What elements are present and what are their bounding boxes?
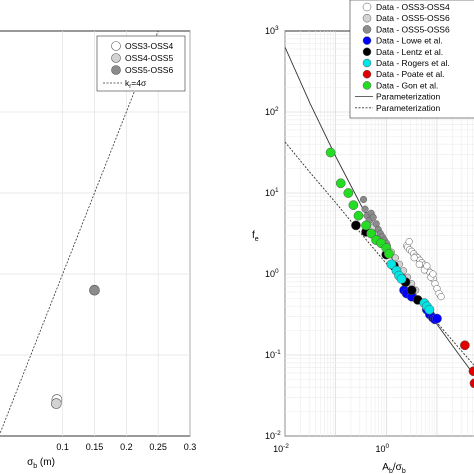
right-legend-marker-data-lowe-et-al (362, 36, 372, 45)
right-point-data-gon-et-al (325, 147, 336, 158)
right-legend-marker-data-rogers-et-al (362, 58, 372, 68)
right-point-data-rogers-et-al (396, 274, 407, 284)
right-point-data-oss3-oss4 (415, 260, 423, 268)
right-y-axis-label: fe (252, 230, 259, 243)
right-point-data-gon-et-al (353, 210, 364, 221)
right-panel: 10-2 10-1 100 101 102 103 10-2 100 fe Ab/σb Da… (252, 0, 474, 474)
right-point-data-oss5-oss6 (391, 254, 400, 262)
right-point-data-rogers-et-al (424, 304, 435, 315)
right-legend-label-data-lowe-et-al: Data - Lowe et al. (376, 36, 443, 46)
right-y-tick-labels: 10-2 10-1 100 101 102 103 (265, 25, 281, 441)
left-legend-marker-oss3-oss4 (111, 41, 121, 51)
left-x-tick-label: 0.2 (120, 442, 133, 452)
right-legend-marker-data-oss3-oss4 (362, 2, 372, 12)
right-legend-label-data-oss3-oss4: Data - OSS3-OSS4 (376, 2, 450, 12)
right-point-data-gon-et-al (361, 220, 371, 231)
left-x-tick-label: 0.1 (56, 442, 69, 452)
right-point-data-gon-et-al (343, 188, 354, 198)
right-legend-marker-data-gon-et-al (362, 81, 372, 90)
right-point-data-lentz-et-al (351, 220, 361, 231)
right-point-data-oss5-oss6 (369, 213, 377, 221)
right-point-data-oss3-oss4 (410, 254, 418, 262)
right-y-tick-label: 103 (265, 25, 279, 36)
right-x-tick-label: 10-2 (273, 443, 289, 454)
right-x-tick-labels: 10-2 100 (273, 443, 389, 454)
right-points (325, 147, 474, 389)
left-legend-marker-oss4-oss5 (111, 53, 121, 63)
left-legend-label-oss4-oss5: OSS4-OSS5 (125, 53, 173, 63)
left-x-tick-label: 0.3 (184, 442, 197, 452)
left-legend-label-oss5-oss6: OSS5-OSS6 (125, 65, 173, 75)
right-x-axis-label: Ab/σb (382, 462, 406, 474)
left-x-tick-labels: 0.1 0.15 0.2 0.25 0.3 (56, 442, 196, 452)
right-point-data-lowe-et-al (432, 313, 442, 324)
right-legend-label-parameterization: Parameterization (376, 103, 441, 113)
left-x-axis-label: σb (m) (27, 457, 55, 470)
right-point-data-lentz-et-al (406, 285, 417, 296)
right-legend-label-data-oss5-oss6: Data - OSS5-OSS6 (376, 24, 450, 34)
right-point-data-oss3-oss4 (423, 262, 431, 270)
right-curve-dashed (285, 141, 474, 366)
right-point-data-poate-et-al (469, 378, 474, 389)
right-y-tick-label: 10-1 (265, 349, 281, 360)
left-point-oss4-oss5 (50, 398, 62, 409)
left-legend: OSS3-OSS4 OSS4-OSS5 OSS5-OSS6 kr=4σ (96, 35, 186, 92)
right-point-data-gon-et-al (366, 228, 376, 239)
right-point-data-oss3-oss4 (405, 238, 413, 246)
left-grid (0, 31, 191, 436)
right-point-data-oss3-oss4 (437, 293, 445, 301)
right-y-tick-label: 10-2 (265, 430, 281, 441)
left-legend-label-line: kr=4σ (125, 78, 147, 90)
right-legend-marker-data-lentz-et-al (362, 47, 372, 57)
right-legend-label-data-rogers-et-al: Data - Rogers et al. (376, 58, 450, 68)
right-y-tick-label: 101 (265, 187, 279, 198)
right-point-data-rogers-et-al (386, 259, 397, 270)
right-y-tick-label: 102 (265, 106, 279, 117)
right-point-data-oss3-oss4 (429, 270, 437, 278)
left-points (50, 284, 100, 409)
right-point-data-gon-et-al (348, 200, 359, 210)
right-point-data-gon-et-al (335, 178, 346, 189)
left-legend-label-oss3-oss4: OSS3-OSS4 (125, 41, 173, 51)
right-point-data-oss5-oss6 (361, 205, 369, 213)
left-x-tick-label: 0.25 (149, 442, 167, 452)
right-legend-marker-data-oss5-oss6 (362, 13, 372, 23)
left-plot-area (0, 30, 191, 437)
right-legend-label-data-lentz-et-al: Data - Lentz et al. (376, 47, 443, 57)
right-point-data-poate-et-al (468, 366, 474, 377)
left-panel: 0.1 0.15 0.2 0.25 0.3 σb (m) OSS3-OSS4 OSS4-… (0, 30, 196, 470)
right-legend-label-data-poate-et-al: Data - Poate et al. (376, 69, 445, 79)
right-legend-marker-data-oss5-oss6 (362, 25, 372, 34)
left-x-tick-label: 0.15 (86, 442, 104, 452)
right-legend-label-parameterization: Parameterization (376, 92, 441, 102)
right-legend-label-data-oss5-oss6: Data - OSS5-OSS6 (376, 13, 450, 23)
right-legend-marker-data-poate-et-al (362, 69, 372, 79)
right-legend-label-data-gon-et-al: Data - Gon et al. (376, 80, 438, 90)
right-point-data-poate-et-al (460, 340, 470, 351)
left-legend-marker-oss5-oss6 (111, 65, 121, 75)
left-point-oss5-oss6 (89, 284, 100, 296)
right-x-tick-label: 100 (376, 443, 390, 454)
right-y-tick-label: 100 (265, 268, 279, 279)
right-point-data-gon-et-al (384, 248, 394, 259)
right-point-data-oss5-oss6 (359, 195, 368, 204)
